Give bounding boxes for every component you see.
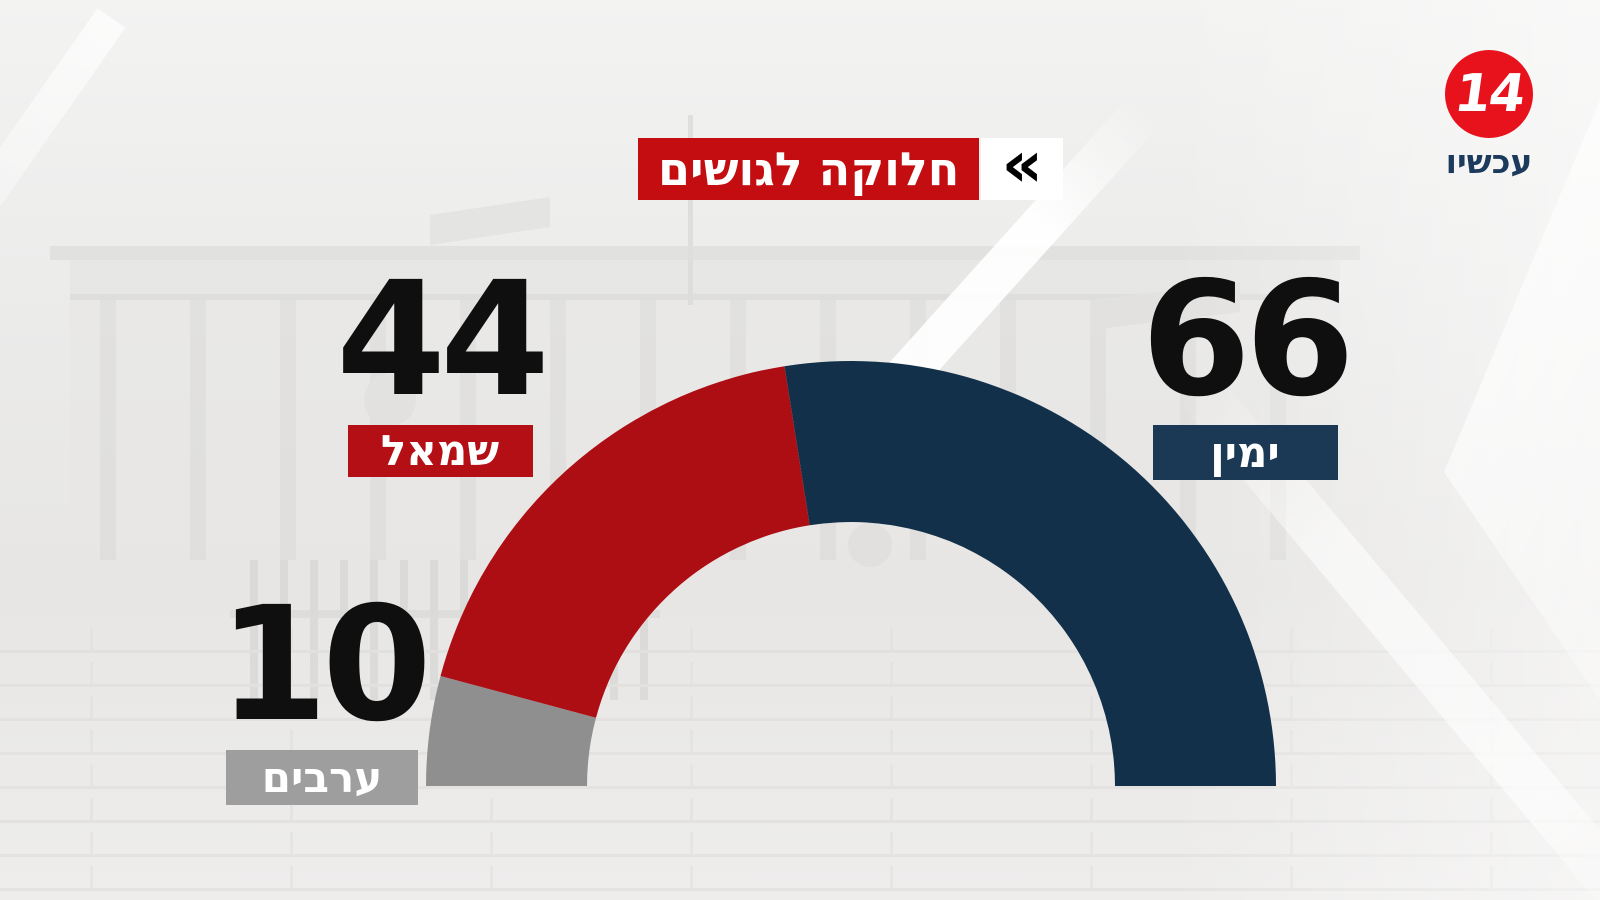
- logo-circle: 14: [1445, 50, 1533, 138]
- stat-left-bloc: 44 שמאל: [310, 261, 570, 477]
- stat-right-bloc: 66 ימין: [1115, 261, 1375, 480]
- israel-flag: [430, 197, 550, 245]
- gauge-segment-left: [440, 366, 810, 718]
- seat-count-arabs: 10: [218, 573, 432, 757]
- title-banner: חלוקה לגושים «: [638, 128, 1064, 202]
- gauge-segment-arabs: [426, 676, 596, 786]
- bloc-label-arabs: ערבים: [226, 750, 418, 805]
- page-title: חלוקה לגושים: [638, 138, 980, 200]
- seat-count-left: 44: [336, 248, 550, 432]
- gauge-segment-right: [784, 360, 1276, 786]
- stat-arab-bloc: 10 ערבים: [192, 586, 452, 805]
- lamp: [848, 523, 892, 567]
- logo-word: עכשיו: [1445, 142, 1533, 181]
- lamp: [364, 374, 416, 426]
- channel-14-logo: 14 עכשיו: [1429, 50, 1549, 181]
- logo-number: 14: [1450, 64, 1528, 124]
- seat-count-right: 66: [1141, 248, 1355, 432]
- flag-pole: [688, 115, 693, 305]
- bloc-label-right: ימין: [1152, 425, 1338, 480]
- double-chevron-icon: «: [981, 128, 1064, 202]
- bloc-label-left: שמאל: [347, 425, 533, 477]
